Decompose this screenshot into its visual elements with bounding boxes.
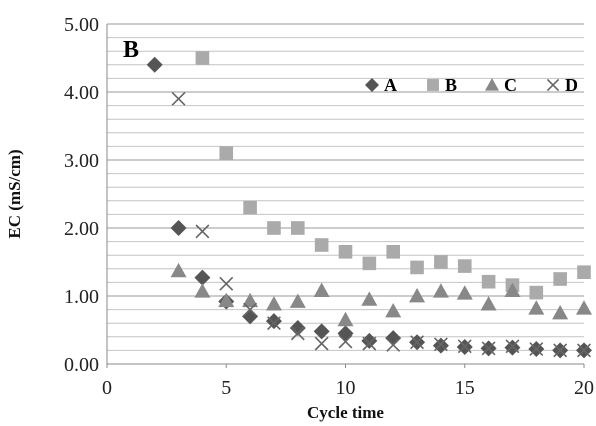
data-point-A	[194, 269, 211, 286]
legend-label: A	[384, 75, 397, 95]
data-point-B	[243, 200, 257, 215]
x-tick-label: 20	[574, 377, 594, 399]
data-point-D	[290, 326, 305, 341]
axes: 0.00 1.00 2.00 3.00 4.00 5.00 0 5 10 15 20	[64, 14, 594, 399]
x-tick-label: 5	[221, 377, 231, 399]
x-tick-label: 10	[336, 377, 356, 399]
legend-label: B	[445, 75, 457, 95]
data-point-C	[385, 302, 402, 318]
legend-marker-A	[365, 78, 379, 92]
data-markers	[146, 51, 592, 359]
legend-label: C	[504, 75, 517, 95]
data-point-B	[291, 221, 305, 235]
y-tick-label: 3.00	[64, 150, 99, 172]
data-point-C	[361, 291, 378, 306]
data-point-D	[362, 336, 377, 351]
data-point-C	[337, 311, 354, 327]
data-point-A	[361, 332, 378, 349]
data-point-B	[386, 245, 400, 259]
data-point-D	[410, 335, 425, 350]
x-tick-label: 0	[102, 377, 112, 399]
data-point-A	[432, 337, 449, 354]
data-point-C	[218, 292, 235, 308]
data-point-B	[553, 272, 567, 286]
data-point-D	[219, 276, 234, 291]
data-point-D	[481, 341, 496, 356]
data-point-C	[170, 262, 187, 278]
data-point-C	[242, 292, 259, 308]
data-point-A	[170, 220, 187, 236]
data-point-C	[289, 293, 306, 308]
data-point-C	[432, 283, 449, 298]
data-point-C	[265, 296, 282, 311]
data-point-D	[433, 337, 448, 352]
data-point-B	[577, 265, 591, 279]
data-point-C	[194, 283, 211, 298]
gridlines	[107, 23, 584, 365]
legend-marker-B	[427, 79, 439, 91]
data-point-A	[337, 325, 354, 342]
data-point-C	[456, 285, 473, 300]
data-point-D	[529, 342, 544, 357]
data-point-A	[265, 313, 282, 330]
data-point-B	[410, 260, 424, 275]
y-tick-label: 0.00	[64, 354, 99, 376]
data-point-B	[338, 245, 353, 259]
data-point-C	[480, 296, 497, 311]
data-point-D	[386, 337, 401, 352]
data-point-D	[243, 302, 258, 317]
data-point-C	[576, 300, 592, 315]
data-point-D	[195, 224, 210, 239]
data-point-B	[434, 255, 448, 269]
data-point-A	[385, 330, 402, 347]
panel-label: B	[123, 37, 139, 63]
y-tick-label: 2.00	[64, 218, 99, 240]
data-point-D	[457, 339, 472, 354]
data-point-A	[313, 323, 330, 340]
data-point-B	[219, 146, 234, 160]
data-point-A	[146, 56, 163, 73]
data-point-B	[314, 238, 329, 252]
data-point-C	[313, 282, 330, 297]
data-point-D	[577, 343, 591, 358]
data-point-C	[552, 305, 569, 320]
data-point-C	[409, 288, 426, 303]
data-point-B	[529, 285, 544, 300]
data-point-D	[505, 339, 520, 354]
data-point-D	[314, 336, 329, 351]
data-point-D	[266, 316, 281, 331]
y-tick-label: 1.00	[64, 286, 99, 308]
data-point-B	[267, 221, 281, 235]
data-point-A	[242, 308, 259, 325]
y-axis-title: EC (mS/cm)	[5, 149, 24, 238]
x-tick-label: 15	[455, 377, 475, 399]
data-point-D	[553, 343, 568, 358]
data-point-A	[504, 339, 521, 356]
y-tick-label: 5.00	[64, 14, 99, 36]
data-point-B	[481, 274, 496, 289]
data-point-A	[289, 319, 306, 336]
legend-marker-D	[546, 78, 560, 92]
y-tick-label: 4.00	[64, 82, 99, 104]
data-point-B	[362, 256, 377, 271]
legend-marker-C	[485, 78, 499, 91]
data-point-C	[528, 300, 545, 315]
x-axis-title: Cycle time	[307, 403, 384, 422]
data-point-C	[504, 282, 521, 297]
legend: A B C D	[365, 75, 578, 95]
legend-label: D	[565, 75, 578, 95]
data-point-D	[338, 334, 353, 349]
data-point-B	[195, 51, 210, 65]
data-point-B	[457, 259, 472, 273]
data-point-D	[171, 91, 186, 106]
